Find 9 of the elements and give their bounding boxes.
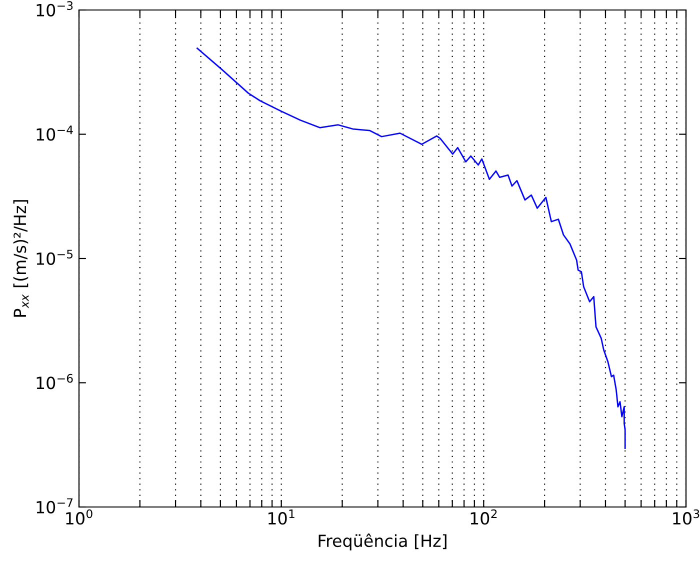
x-tick-label: 10$^{1}$ <box>268 510 294 525</box>
x-tick-label: 10$^{3}$ <box>673 509 700 525</box>
y-tick-label: 10$^{−5}$ <box>36 250 73 265</box>
y-axis-title: P$_{xx}$ [(m/s)²/Hz] <box>13 200 29 317</box>
y-tick-label: 10$^{−6}$ <box>36 374 73 390</box>
x-axis-title: Freqüência [Hz] <box>318 534 446 550</box>
x-tick-label: 10$^{2}$ <box>470 509 497 525</box>
y-tick-label: 10$^{−3}$ <box>36 1 73 16</box>
y-tick-label: 10$^{−4}$ <box>36 126 73 141</box>
